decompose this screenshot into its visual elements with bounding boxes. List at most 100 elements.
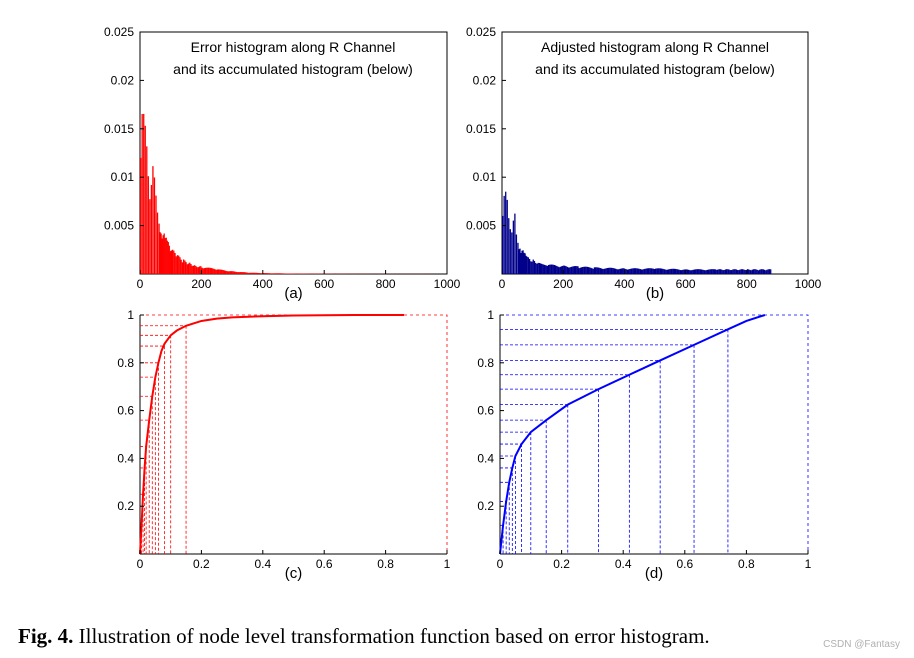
histogram-bar: [152, 166, 154, 274]
histogram-bar: [271, 273, 273, 274]
histogram-bar: [532, 259, 534, 274]
histogram-bar: [174, 252, 176, 274]
y-tick-label: 0.4: [117, 451, 134, 465]
histogram-bar: [219, 269, 221, 274]
histogram-bar: [223, 270, 226, 274]
y-tick-label: 0.005: [466, 219, 496, 233]
x-tick-label: 800: [376, 277, 396, 291]
histogram-bar: [216, 269, 219, 274]
histogram-bar: [252, 272, 254, 274]
histogram-bar: [165, 237, 167, 274]
histogram-bar: [646, 268, 649, 274]
histogram-bar: [573, 266, 576, 274]
histogram-bar: [238, 272, 240, 274]
histogram-bar: [673, 268, 676, 274]
histogram-bar: [616, 269, 618, 274]
histogram-bar: [735, 269, 738, 274]
histogram-bar: [249, 272, 252, 274]
histogram-bar: [693, 269, 696, 274]
y-tick-label: 0.025: [466, 25, 496, 39]
histogram-bar: [537, 262, 539, 274]
histogram-bar: [549, 264, 551, 274]
x-tick-label: 0: [137, 557, 144, 571]
histogram-bar: [620, 268, 623, 274]
histogram-bar: [685, 269, 687, 274]
histogram-bar: [718, 269, 720, 274]
histogram-bar: [572, 266, 574, 274]
histogram-bar: [676, 269, 678, 274]
histogram-bar: [528, 258, 531, 274]
histogram-bar: [281, 273, 283, 274]
histogram-bar: [556, 265, 558, 274]
histogram-bar: [565, 266, 567, 274]
histogram-bar: [743, 269, 745, 274]
histogram-bar: [197, 267, 200, 274]
histogram-bar: [503, 195, 505, 274]
histogram-bar: [215, 269, 217, 274]
histogram-bar: [292, 273, 294, 274]
histogram-bar: [519, 248, 521, 274]
chart-panel-c: 0 0.2 0.4 0.6 0.8 1 0.2 0.4 0.6 0.8 1 (c): [117, 308, 450, 582]
histogram-bar: [176, 255, 179, 274]
histogram-bar: [614, 268, 617, 274]
chart-panel-a: Error histogram along R Channel and its a…: [104, 25, 461, 302]
histogram-bar: [625, 269, 627, 274]
histogram-bar: [171, 249, 174, 274]
histogram-bar: [146, 146, 148, 274]
histogram-bar: [512, 220, 515, 274]
histogram-bar: [553, 265, 556, 274]
histogram-bar: [637, 268, 639, 274]
histogram-bar: [524, 253, 526, 274]
x-tick-label: 200: [553, 277, 573, 291]
histogram-bar: [751, 269, 753, 274]
histogram-bar: [631, 268, 633, 274]
histogram-bar: [227, 271, 229, 274]
histogram-bar: [744, 269, 746, 274]
histogram-bar: [754, 269, 756, 274]
histogram-bar: [242, 272, 245, 274]
histogram-bar: [651, 268, 653, 274]
histogram-bar: [704, 270, 706, 274]
x-tick-label: 0.4: [254, 557, 271, 571]
histogram-bar: [652, 268, 654, 274]
histogram-bar: [254, 272, 256, 274]
histogram-bar: [239, 272, 241, 274]
histogram-bar: [604, 268, 606, 274]
histogram-bar: [541, 263, 543, 274]
histogram-bar: [759, 269, 761, 274]
histogram-bar: [578, 268, 580, 274]
histogram-bar: [571, 266, 573, 274]
histogram-bar: [728, 269, 730, 274]
histogram-bar: [250, 272, 253, 274]
y-tick-label: 0.02: [111, 73, 135, 87]
histogram-bar: [214, 269, 216, 274]
histogram-bar: [246, 272, 248, 274]
histogram-bar: [662, 268, 664, 274]
histogram-bar: [520, 253, 522, 274]
histogram-bar: [256, 272, 259, 274]
histogram-bar: [212, 268, 214, 274]
histogram-bar: [582, 267, 584, 274]
histogram-bar: [515, 234, 518, 274]
histogram-bar: [261, 273, 263, 274]
histogram-bar: [670, 268, 672, 274]
y-tick-label: 1: [127, 308, 134, 322]
histogram-bar: [162, 235, 164, 274]
histogram-bar: [682, 269, 684, 274]
watermark-text: CSDN @Fantasy: [823, 639, 900, 650]
x-tick-label: 600: [314, 277, 334, 291]
histogram-bar: [580, 267, 583, 274]
histogram-bar: [266, 273, 268, 274]
histogram-bar: [144, 125, 146, 275]
y-tick-label: 0.02: [473, 73, 497, 87]
histogram-bar: [699, 269, 702, 274]
histogram-bar: [279, 273, 281, 274]
x-tick-label: 1000: [795, 277, 822, 291]
histogram-bar: [155, 195, 157, 274]
x-tick-label: 400: [614, 277, 634, 291]
histogram-bar: [705, 270, 707, 274]
histogram-bar: [163, 233, 165, 274]
histogram-bar: [634, 268, 637, 274]
histogram-bar: [221, 269, 223, 274]
x-tick-label: 0.2: [553, 557, 570, 571]
